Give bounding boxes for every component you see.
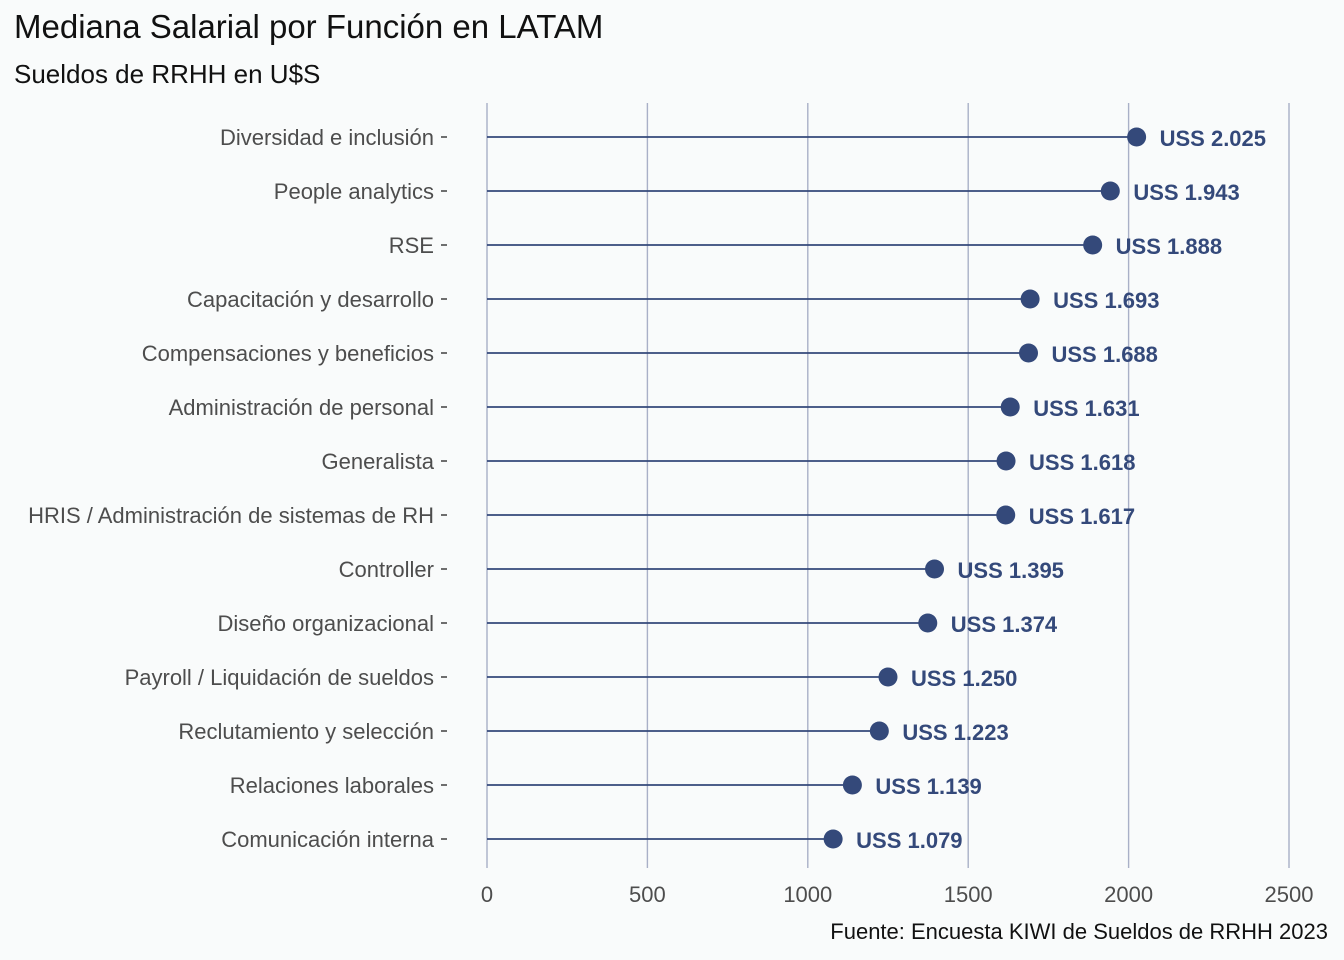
y-axis: Diversidad e inclusión People analytics RS… (28, 125, 447, 852)
data-label: USS 2.025 (1160, 126, 1266, 151)
lollipop-dot (918, 613, 938, 633)
x-tick-label: 2000 (1104, 882, 1153, 907)
data-label: USS 1.395 (958, 558, 1064, 583)
x-tick-label: 500 (629, 882, 666, 907)
lollipop-dot (1127, 127, 1147, 147)
data-label: USS 1.693 (1053, 288, 1159, 313)
y-tick-label: Generalista (321, 449, 434, 474)
y-tick-label: HRIS / Administración de sistemas de RH (28, 503, 434, 528)
y-tick-label: Reclutamiento y selección (178, 719, 434, 744)
data-label: USS 1.223 (902, 720, 1008, 745)
y-tick-label: Diseño organizacional (218, 611, 434, 636)
lollipop-dot (1100, 181, 1120, 201)
y-tick-label: People analytics (274, 179, 434, 204)
data-label: USS 1.631 (1033, 396, 1139, 421)
y-tick-label: Diversidad e inclusión (220, 125, 434, 150)
y-tick-label: Payroll / Liquidación de sueldos (125, 665, 434, 690)
lollipop-dot (1019, 343, 1039, 363)
y-tick-label: RSE (389, 233, 434, 258)
y-tick-label: Comunicación interna (221, 827, 435, 852)
lollipop-dot (878, 667, 898, 687)
data-label: USS 1.374 (951, 612, 1058, 637)
y-tick-label: Compensaciones y beneficios (142, 341, 434, 366)
data-label: USS 1.618 (1029, 450, 1135, 475)
data-label: USS 1.688 (1052, 342, 1158, 367)
data-label: USS 1.888 (1116, 234, 1222, 259)
data-label: USS 1.943 (1133, 180, 1239, 205)
x-tick-label: 1500 (944, 882, 993, 907)
y-tick-label: Administración de personal (169, 395, 434, 420)
lollipop-dot (869, 721, 889, 741)
y-tick-label: Relaciones laborales (230, 773, 434, 798)
lollipop-dot (842, 775, 862, 795)
data-marks: USS 2.025 USS 1.943 USS 1.888 USS 1.693 USS … (487, 126, 1266, 853)
lollipop-dot (823, 829, 843, 849)
lollipop-dot (996, 451, 1016, 471)
data-label: USS 1.139 (875, 774, 981, 799)
data-label: USS 1.250 (911, 666, 1017, 691)
y-tick-label: Capacitación y desarrollo (187, 287, 434, 312)
x-tick-label: 2500 (1265, 882, 1314, 907)
chart-caption: Fuente: Encuesta KIWI de Sueldos de RRHH… (830, 919, 1328, 944)
lollipop-dot (996, 505, 1016, 525)
chart-title: Mediana Salarial por Función en LATAM (14, 8, 604, 45)
x-tick-label: 0 (481, 882, 493, 907)
grid-lines (486, 103, 1290, 868)
lollipop-dot (925, 559, 945, 579)
lollipop-dot (1020, 289, 1040, 309)
y-tick-label: Controller (339, 557, 434, 582)
data-label: USS 1.079 (856, 828, 962, 853)
lollipop-dot (1083, 235, 1103, 255)
chart-subtitle: Sueldos de RRHH en U$S (14, 59, 321, 89)
x-axis: 0 500 1000 1500 2000 2500 (481, 882, 1314, 907)
lollipop-dot (1000, 397, 1020, 417)
data-label: USS 1.617 (1029, 504, 1135, 529)
x-tick-label: 1000 (783, 882, 832, 907)
